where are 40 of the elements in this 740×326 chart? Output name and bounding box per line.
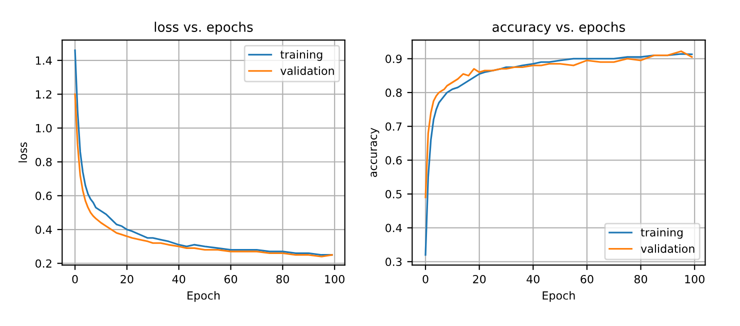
x-tick-label: 20	[120, 274, 134, 284]
y-tick-label: 1.2	[36, 90, 52, 98]
y-axis-title: loss	[18, 142, 28, 162]
x-tick-label: 100	[325, 274, 344, 284]
y-tick-label: 0.6	[36, 192, 52, 200]
legend-label: training	[640, 228, 683, 239]
y-tick-label: 0.4	[386, 224, 402, 232]
x-axis-title: Epoch	[542, 291, 575, 302]
y-tick-label: 0.8	[386, 88, 402, 97]
chart-title: loss vs. epochs	[154, 22, 253, 35]
x-tick-label: 80	[634, 274, 648, 284]
x-tick-label: 60	[224, 274, 238, 284]
x-tick-label: 100	[685, 274, 704, 284]
y-tick-label: 0.7	[386, 122, 402, 131]
x-tick-label: 0	[72, 274, 78, 284]
line-series	[74, 93, 333, 258]
x-axis-title: Epoch	[188, 291, 220, 302]
y-tick-label: 0.3	[386, 258, 402, 266]
legend-label: training	[280, 50, 322, 61]
x-tick-label: 80	[276, 274, 290, 284]
x-tick-label: 0	[422, 274, 428, 284]
y-axis-title: accuracy	[370, 128, 380, 177]
y-tick-label: 1.4	[36, 56, 52, 65]
x-tick-label: 20	[473, 274, 486, 284]
legend-label: validation	[640, 244, 694, 253]
x-tick-label: 40	[526, 274, 540, 284]
y-tick-label: 0.4	[36, 225, 52, 234]
y-tick-label: 1.0	[36, 124, 52, 132]
y-tick-label: 0.9	[386, 54, 402, 64]
line-series	[424, 50, 693, 198]
chart-title: accuracy vs. epochs	[492, 22, 625, 35]
y-tick-label: 0.8	[36, 158, 52, 166]
y-tick-label: 0.5	[386, 190, 402, 198]
y-tick-label: 0.6	[386, 156, 402, 165]
x-tick-label: 60	[580, 274, 594, 284]
y-tick-label: 0.2	[36, 259, 52, 268]
line-series	[74, 49, 333, 256]
line-series	[424, 53, 693, 256]
legend-label: validation	[280, 66, 334, 76]
x-tick-label: 40	[172, 274, 186, 284]
